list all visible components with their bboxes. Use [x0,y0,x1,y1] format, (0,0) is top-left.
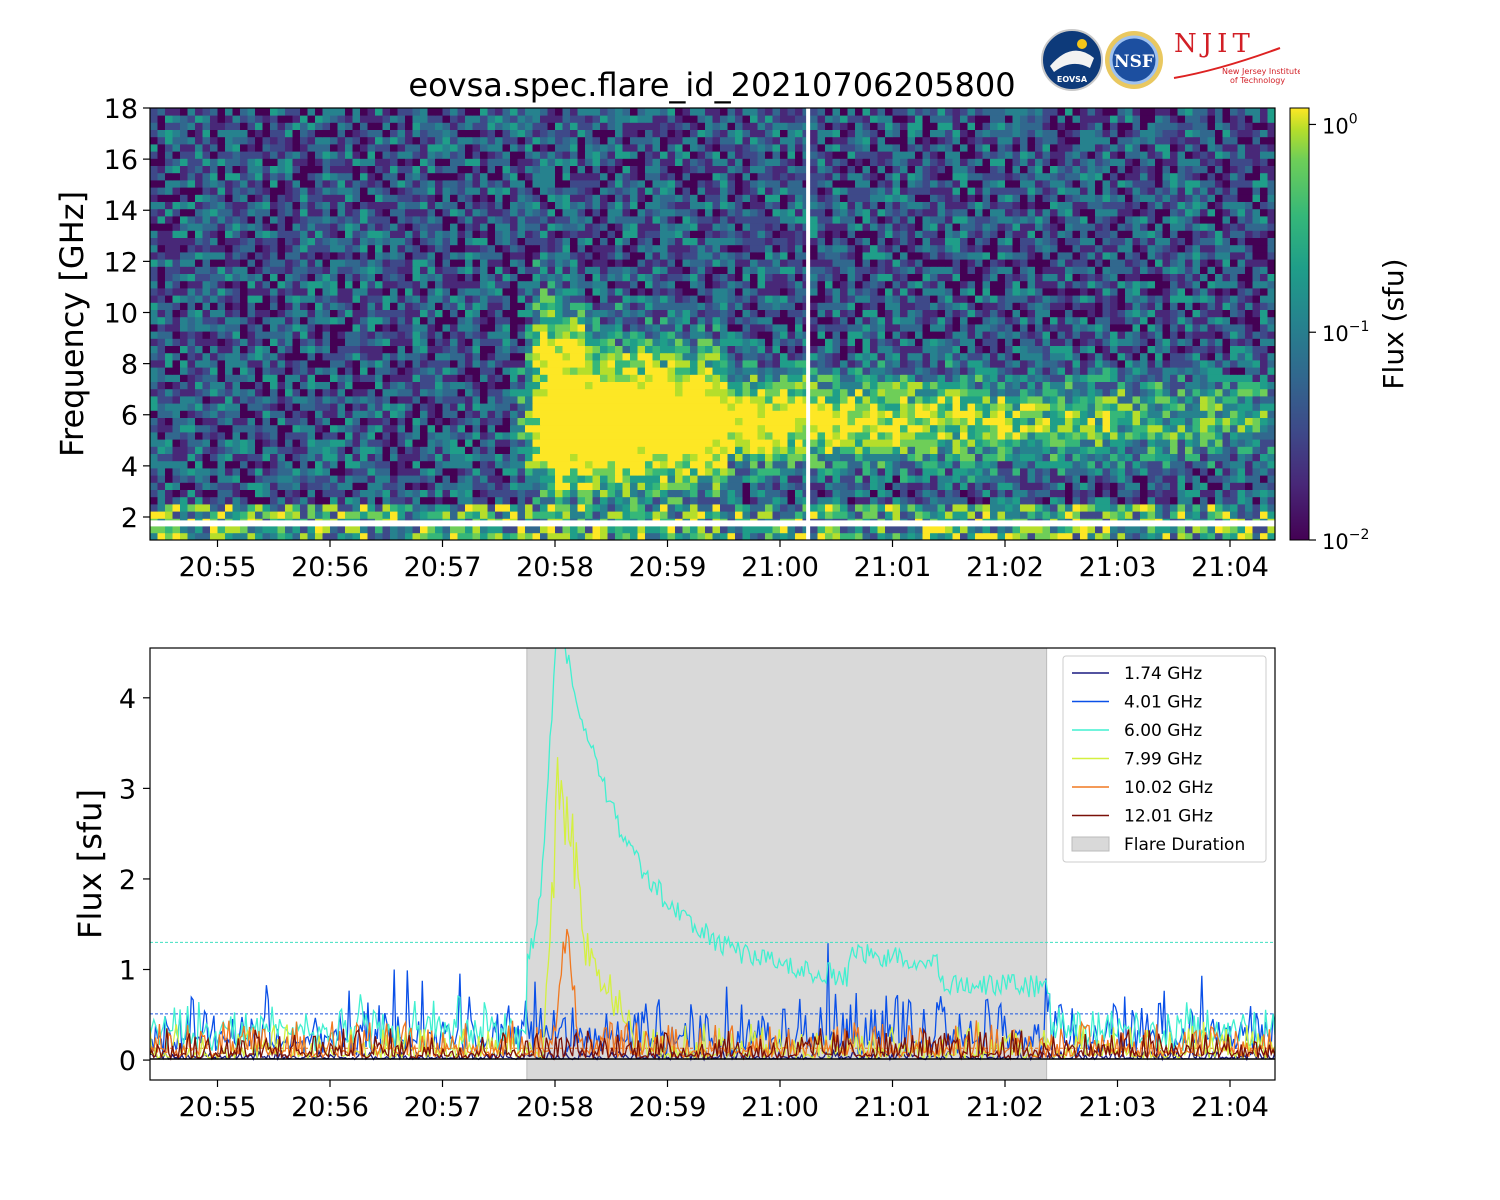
y-tick-label: 14 [104,196,138,227]
legend-entry: 6.00 GHz [1124,721,1202,741]
legend-box [1062,655,1267,863]
x-tick-label: 21:04 [1191,1092,1269,1123]
legend: 1.74 GHz 4.01 GHz 6.00 GHz 7.99 GHz 10.02 GH… [1062,655,1267,863]
x-tick-label: 20:58 [516,1092,594,1123]
logos: EOVSA NSF NJIT New Jersey Institute of T… [1041,29,1300,91]
x-tick-label: 20:56 [291,1092,369,1123]
nsf-logo: NSF [1105,31,1163,89]
x-tick-label: 21:03 [1079,1092,1157,1123]
y-tick-label: 2 [121,503,138,534]
figure-title: eovsa.spec.flare_id_20210706205800 [408,66,1015,104]
x-tick-label: 20:59 [629,552,707,583]
spectrogram-x-axis: 20:55 20:56 20:57 20:58 20:59 21:00 21:01 21:02… [179,540,1269,583]
nsf-logo-text: NSF [1114,52,1154,72]
colorbar-tick-label: 10−1 [1322,319,1369,346]
legend-entry: 7.99 GHz [1124,750,1202,770]
y-tick-label: 10 [104,298,138,329]
legend-entry: 12.01 GHz [1124,807,1213,827]
eovsa-logo: EOVSA [1041,29,1103,91]
legend-swatch-flare [1071,836,1110,852]
spectrogram-panel: 2 4 6 8 10 12 14 16 18 20:55 20:56 20:57 20:58 20:59… [53,94,1276,583]
x-tick-label: 20:56 [291,552,369,583]
y-tick-label: 4 [119,684,136,715]
y-tick-label: 18 [104,94,138,125]
colorbar: 100 10−1 10−2 Flux (sfu) [1289,107,1410,554]
series-line-2 [150,648,1275,1052]
njit-logo-subtitle-2: of Technology [1230,76,1285,85]
series-line-5 [150,1027,1275,1061]
colorbar-label: Flux (sfu) [1377,258,1410,389]
y-tick-label: 8 [121,350,138,381]
legend-entry: Flare Duration [1124,835,1245,855]
njit-logo: NJIT New Jersey Institute of Technology [1173,29,1300,85]
lightcurve-x-axis: 20:55 20:56 20:57 20:58 20:59 21:00 21:01 21:02… [179,1080,1269,1123]
colorbar-gradient [1289,107,1310,541]
x-tick-label: 20:59 [629,1092,707,1123]
spectrogram-y-label: Frequency [GHz] [53,191,91,457]
series-line-4 [150,928,1275,1060]
x-tick-label: 20:58 [516,552,594,583]
x-tick-label: 20:57 [404,552,482,583]
x-tick-label: 20:57 [404,1092,482,1123]
y-tick-label: 1 [119,956,136,987]
y-tick-label: 6 [121,401,138,432]
colorbar-tick-exponent: −1 [1349,319,1370,335]
njit-logo-subtitle-1: New Jersey Institute [1222,67,1300,76]
colorbar-tick-label: 10−2 [1322,527,1369,554]
spectrogram-y-axis: 2 4 6 8 10 12 14 16 18 [104,94,150,534]
legend-entry: 4.01 GHz [1124,693,1202,713]
y-tick-label: 2 [119,865,136,896]
x-tick-label: 21:04 [1191,552,1269,583]
x-tick-label: 21:00 [741,552,819,583]
y-tick-label: 0 [119,1046,136,1077]
y-tick-label: 3 [119,774,136,805]
lightcurve-frame [149,647,1276,1081]
x-tick-label: 21:02 [966,552,1044,583]
lightcurve-panel: 0 1 2 3 4 20:55 20:56 20:57 20:58 20:59 21:00 21:0… [71,647,1276,1123]
x-tick-label: 21:00 [741,1092,819,1123]
y-tick-label: 16 [104,145,138,176]
colorbar-tick-exponent: 0 [1349,111,1358,127]
legend-entry: 10.02 GHz [1124,778,1213,798]
lightcurve-y-axis: 0 1 2 3 4 [119,684,150,1077]
lightcurve-y-label: Flux [sfu] [71,789,109,939]
spectrogram-image [150,108,1276,541]
legend-entry: 1.74 GHz [1124,664,1202,684]
x-tick-label: 21:01 [854,552,932,583]
flare-duration-span [526,647,1048,1081]
colorbar-tick-label: 100 [1322,111,1358,138]
njit-logo-text: NJIT [1174,29,1255,59]
x-tick-label: 21:01 [854,1092,932,1123]
x-tick-label: 21:03 [1079,552,1157,583]
y-tick-label: 12 [104,247,138,278]
x-tick-label: 20:55 [179,552,257,583]
data-gap-vertical [806,108,811,540]
y-tick-label: 4 [121,452,138,483]
x-tick-label: 20:55 [179,1092,257,1123]
spectrogram-frame [149,107,1276,541]
eovsa-logo-text: EOVSA [1057,75,1088,84]
colorbar-tick-exponent: −2 [1349,527,1370,543]
data-gap-horizontal [150,520,1275,527]
x-tick-label: 21:02 [966,1092,1044,1123]
